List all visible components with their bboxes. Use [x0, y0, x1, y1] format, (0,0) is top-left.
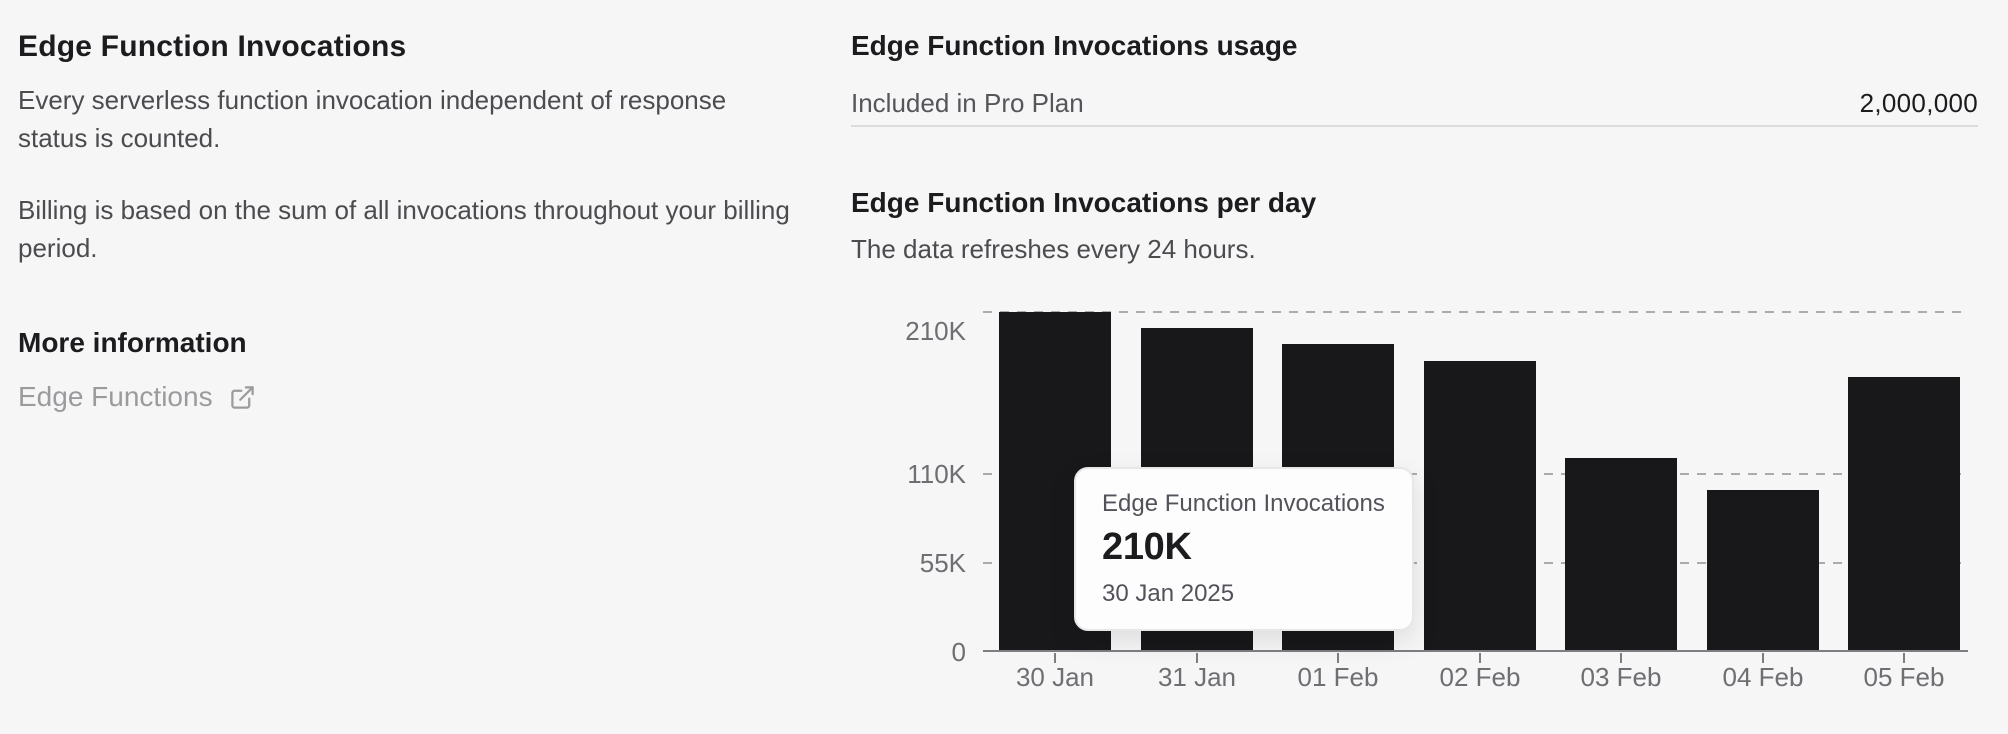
x-axis-label: 03 Feb: [1580, 662, 1662, 692]
bar-05-feb[interactable]: [1848, 377, 1960, 650]
x-axis-tick: [1196, 653, 1198, 663]
x-axis-tick: [1054, 653, 1056, 663]
included-in-plan-value: 2,000,000: [1859, 88, 1978, 118]
bar-03-feb[interactable]: [1565, 458, 1677, 650]
x-axis-tick: [1479, 653, 1481, 663]
chart-refresh-note: The data refreshes every 24 hours.: [851, 234, 1256, 264]
x-axis-label: 01 Feb: [1297, 662, 1379, 692]
bar-04-feb[interactable]: [1707, 490, 1819, 650]
included-in-plan-row: Included in Pro Plan 2,000,000: [851, 88, 1978, 127]
x-axis-label: 05 Feb: [1863, 662, 1945, 692]
y-axis-label: 55K: [919, 548, 966, 578]
page-title: Edge Function Invocations: [18, 30, 407, 63]
x-axis-tick: [1337, 653, 1339, 663]
x-axis-label: 31 Jan: [1157, 662, 1237, 692]
usage-section-heading: Edge Function Invocations usage: [851, 30, 1298, 61]
tooltip-value: 210K: [1102, 526, 1192, 568]
y-axis-label: 0: [951, 637, 966, 667]
chart-section-heading: Edge Function Invocations per day: [851, 187, 1317, 218]
x-axis-label: 04 Feb: [1722, 662, 1804, 692]
x-axis-tick: [1762, 653, 1764, 663]
y-gridline: [983, 311, 1968, 313]
x-axis-label: 02 Feb: [1439, 662, 1521, 692]
description-paragraph-1: Every serverless function invocation ind…: [18, 85, 727, 153]
doc-link-label: Edge Functions: [18, 381, 213, 412]
bar-02-feb[interactable]: [1424, 361, 1536, 650]
x-axis-line: [983, 650, 1968, 652]
more-information-heading: More information: [18, 327, 247, 358]
external-link-icon: [229, 384, 256, 411]
tooltip-title: Edge Function Invocations: [1102, 490, 1385, 517]
x-axis-tick: [1620, 653, 1622, 663]
tooltip-date: 30 Jan 2025: [1102, 580, 1235, 607]
y-axis-label: 210K: [905, 316, 966, 346]
chart-tooltip: Edge Function Invocations 210K 30 Jan 20…: [1074, 467, 1414, 631]
description-paragraph-2: Billing is based on the sum of all invoc…: [18, 195, 790, 263]
included-in-plan-label: Included in Pro Plan: [851, 88, 1084, 118]
x-axis-label: 30 Jan: [1015, 662, 1095, 692]
y-axis-label: 110K: [907, 459, 966, 489]
edge-functions-doc-link[interactable]: Edge Functions: [18, 380, 256, 414]
x-axis-tick: [1903, 653, 1905, 663]
